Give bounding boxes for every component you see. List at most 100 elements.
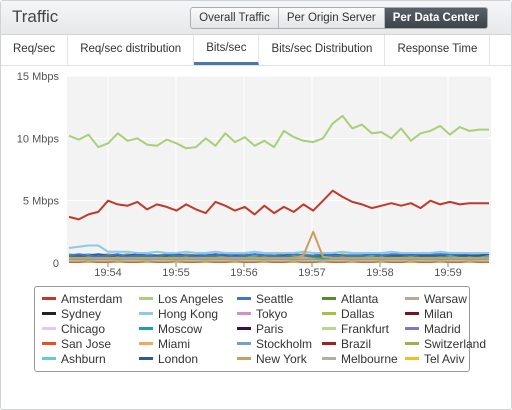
- legend-swatch: [237, 312, 251, 316]
- legend-label: Madrid: [424, 322, 461, 336]
- legend-swatch: [322, 327, 336, 331]
- legend-label: Ashburn: [61, 352, 106, 366]
- legend-swatch: [42, 357, 56, 361]
- legend-item-warsaw[interactable]: Warsaw: [405, 292, 467, 307]
- legend-label: Hong Kong: [158, 307, 219, 321]
- legend-swatch: [237, 297, 251, 301]
- legend-label: Brazil: [341, 337, 372, 351]
- legend-label: Sydney: [61, 307, 102, 321]
- legend-item-switzerland[interactable]: Switzerland: [405, 337, 486, 352]
- legend-item-miami[interactable]: Miami: [139, 337, 190, 352]
- chart-legend: Amsterdam Los Angeles Seattle Atlanta Warsaw…: [34, 286, 486, 372]
- y-tick-label: 5 Mbps: [23, 196, 60, 208]
- legend-swatch: [139, 357, 153, 361]
- legend-swatch: [139, 327, 153, 331]
- legend-label: Stockholm: [256, 337, 313, 351]
- metric-tabs: Req/sec Req/sec distribution Bits/sec Bi…: [1, 35, 511, 66]
- legend-item-seattle[interactable]: Seattle: [237, 292, 293, 307]
- bits-per-second-chart: 15 Mbps 10 Mbps 5 Mbps 0 19:54 19:55 19:56 19:5…: [1, 66, 511, 286]
- legend-swatch: [237, 357, 251, 361]
- legend-label: Amsterdam: [61, 292, 123, 306]
- legend-swatch: [322, 297, 336, 301]
- legend-label: San Jose: [61, 337, 112, 351]
- legend-item-atlanta[interactable]: Atlanta: [322, 292, 378, 307]
- legend-item-madrid[interactable]: Madrid: [405, 322, 461, 337]
- legend-swatch: [42, 342, 56, 346]
- legend-swatch: [42, 327, 56, 331]
- legend-label: London: [158, 352, 199, 366]
- view-selector: Overall Traffic Per Origin Server Per Da…: [190, 7, 488, 29]
- legend-label: Tokyo: [256, 307, 288, 321]
- series-line-seattle[interactable]: [68, 252, 489, 258]
- legend-swatch: [405, 357, 419, 361]
- panel-title: Traffic: [12, 7, 59, 26]
- series-line-los-angeles[interactable]: [68, 114, 489, 150]
- legend-label: Seattle: [256, 292, 294, 306]
- legend-item-paris[interactable]: Paris: [237, 322, 283, 337]
- legend-swatch: [42, 297, 56, 301]
- tab-bits-sec-distribution[interactable]: Bits/sec Distribution: [259, 35, 386, 65]
- legend-item-milan[interactable]: Milan: [405, 307, 453, 322]
- legend-label: Moscow: [158, 322, 203, 336]
- plot-background: [67, 76, 491, 263]
- panel-header: Traffic Overall Traffic Per Origin Serve…: [1, 1, 511, 35]
- legend-item-los-angeles[interactable]: Los Angeles: [139, 292, 223, 307]
- legend-label: Chicago: [61, 322, 106, 336]
- legend-label: Tel Aviv: [424, 352, 465, 366]
- legend-swatch: [139, 297, 153, 301]
- legend-item-stockholm[interactable]: Stockholm: [237, 337, 312, 352]
- legend-swatch: [405, 297, 419, 301]
- legend-label: Milan: [424, 307, 453, 321]
- legend-swatch: [322, 342, 336, 346]
- y-tick-label: 10 Mbps: [17, 133, 60, 145]
- legend-item-dallas[interactable]: Dallas: [322, 307, 374, 322]
- legend-item-sydney[interactable]: Sydney: [42, 307, 101, 322]
- tab-req-sec[interactable]: Req/sec: [1, 35, 69, 65]
- legend-item-london[interactable]: London: [139, 352, 198, 367]
- legend-item-san-jose[interactable]: San Jose: [42, 337, 111, 352]
- legend-item-amsterdam[interactable]: Amsterdam: [42, 292, 122, 307]
- legend-item-hong-kong[interactable]: Hong Kong: [139, 307, 218, 322]
- legend-swatch: [405, 342, 419, 346]
- legend-swatch: [237, 342, 251, 346]
- tab-response-time[interactable]: Response Time: [385, 35, 491, 65]
- legend-swatch: [237, 327, 251, 331]
- legend-item-brazil[interactable]: Brazil: [322, 337, 371, 352]
- legend-item-chicago[interactable]: Chicago: [42, 322, 105, 337]
- tab-bits-sec[interactable]: Bits/sec: [194, 35, 260, 65]
- view-per-origin-server-button[interactable]: Per Origin Server: [277, 8, 384, 28]
- x-tick-label: 19:54: [94, 267, 122, 279]
- y-tick-label: 15 Mbps: [17, 71, 60, 83]
- legend-label: Atlanta: [341, 292, 379, 306]
- legend-item-tokyo[interactable]: Tokyo: [237, 307, 287, 322]
- legend-item-moscow[interactable]: Moscow: [139, 322, 202, 337]
- tab-req-sec-distribution[interactable]: Req/sec distribution: [68, 35, 195, 65]
- legend-swatch: [42, 312, 56, 316]
- view-per-data-center-button[interactable]: Per Data Center: [383, 8, 487, 28]
- legend-label: Miami: [158, 337, 190, 351]
- legend-label: Switzerland: [424, 337, 487, 351]
- series-line-san-jose[interactable]: [69, 259, 489, 263]
- series-line-new-york[interactable]: [69, 230, 489, 259]
- legend-item-frankfurt[interactable]: Frankfurt: [322, 322, 389, 337]
- x-tick-label: 19:58: [366, 267, 394, 279]
- series-line-hong-kong[interactable]: [68, 244, 489, 254]
- legend-swatch: [405, 312, 419, 316]
- legend-swatch: [322, 357, 336, 361]
- legend-label: Frankfurt: [341, 322, 390, 336]
- legend-swatch: [139, 312, 153, 316]
- legend-item-melbourne[interactable]: Melbourne: [322, 352, 398, 367]
- x-tick-label: 19:59: [434, 267, 462, 279]
- legend-label: Warsaw: [424, 292, 467, 306]
- y-tick-label: 0: [53, 258, 59, 270]
- legend-item-tel-aviv[interactable]: Tel Aviv: [405, 352, 464, 367]
- legend-swatch: [405, 327, 419, 331]
- chart-svg: 15 Mbps 10 Mbps 5 Mbps 0 19:54 19:55 19:56 19:5…: [17, 71, 491, 279]
- legend-label: Dallas: [341, 307, 375, 321]
- series-line-amsterdam[interactable]: [68, 189, 489, 221]
- legend-item-new-york[interactable]: New York: [237, 352, 307, 367]
- view-overall-traffic-button[interactable]: Overall Traffic: [191, 8, 278, 28]
- legend-item-ashburn[interactable]: Ashburn: [42, 352, 106, 367]
- x-tick-label: 19:57: [298, 267, 326, 279]
